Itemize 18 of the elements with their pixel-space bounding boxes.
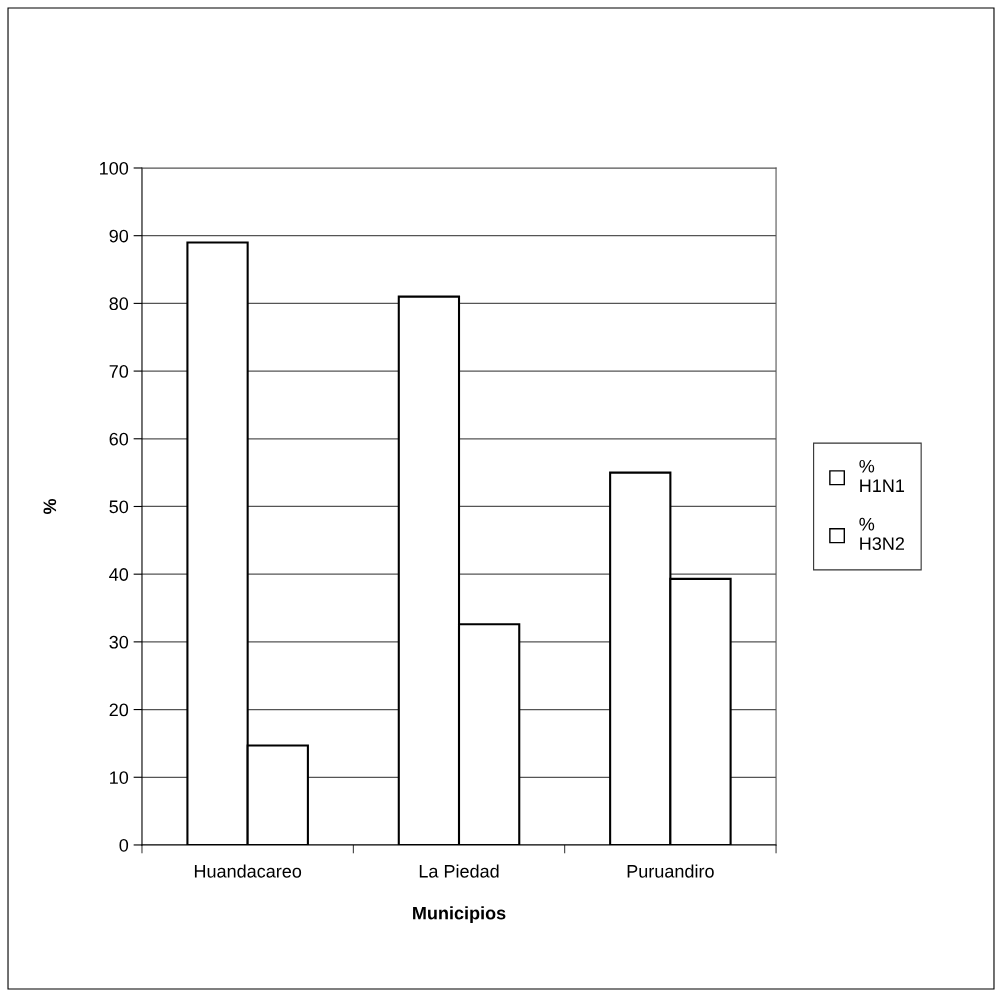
x-tick-label: Huandacareo	[194, 864, 302, 878]
x-tick-label: La Piedad	[419, 864, 499, 878]
y-tick-label: 60	[109, 432, 129, 446]
y-tick-label: 90	[109, 229, 129, 243]
y-tick-label: 10	[110, 771, 129, 784]
y-tick-label: 20	[109, 703, 129, 717]
legend-label: % H1N1	[859, 459, 905, 492]
y-tick-label: 30	[109, 635, 129, 649]
y-tick-label: 70	[109, 365, 129, 378]
y-axis-title: %	[43, 498, 57, 515]
y-tick-label: 100	[100, 161, 129, 175]
x-tick-label: Puruandiro	[627, 864, 714, 878]
legend-label: % H3N2	[859, 517, 904, 551]
y-tick-label: 40	[109, 568, 129, 581]
x-axis-title: Municipios	[413, 906, 506, 924]
y-tick-label: 80	[109, 297, 129, 311]
y-tick-label: 50	[109, 500, 129, 514]
y-tick-label: 0	[119, 838, 129, 852]
